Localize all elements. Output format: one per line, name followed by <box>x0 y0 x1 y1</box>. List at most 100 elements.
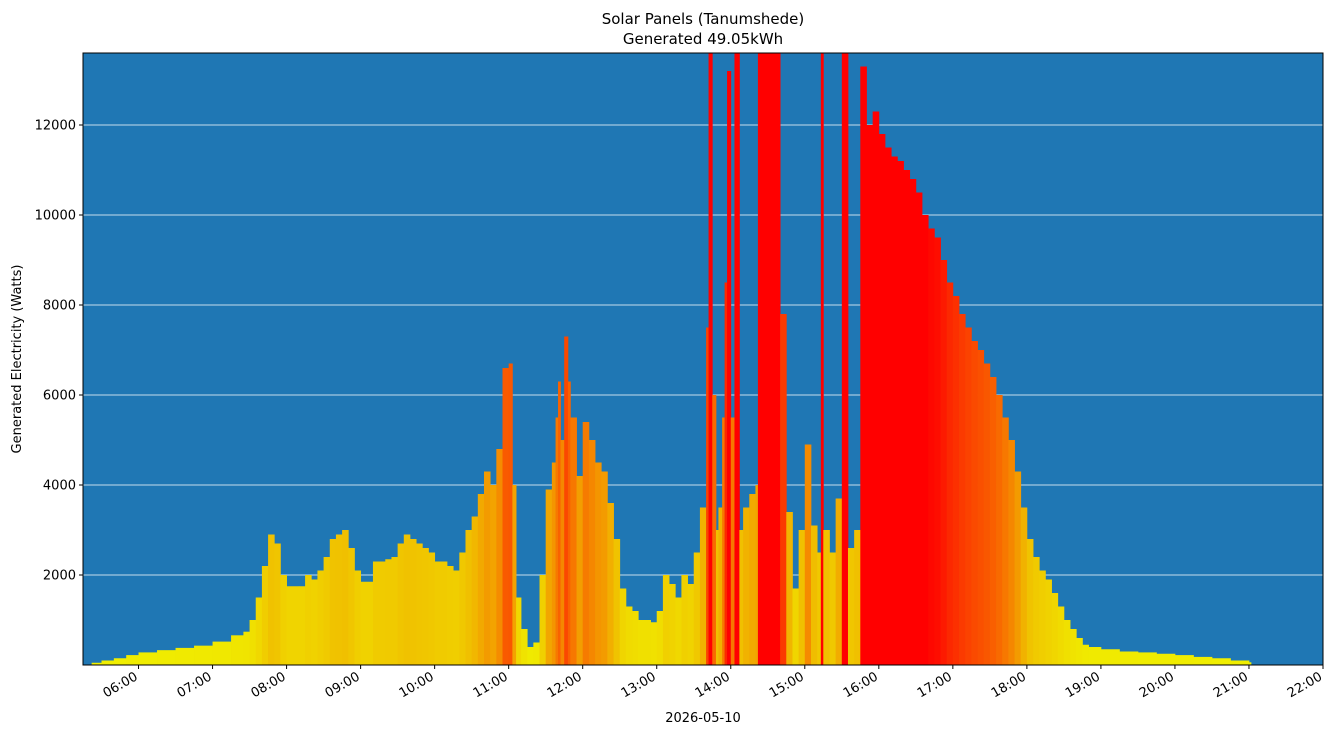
power-bar <box>113 658 127 665</box>
power-bar <box>823 530 830 665</box>
power-bar <box>854 530 861 665</box>
power-bar <box>792 588 800 665</box>
power-bar <box>712 395 717 665</box>
power-bar <box>798 530 806 665</box>
power-bar <box>1076 638 1083 665</box>
grid-lines <box>83 124 1323 576</box>
x-tick-label: 07:00 <box>175 669 215 701</box>
y-axis: 2000 4000 6000 8000 10000 12000 <box>35 119 83 584</box>
power-bar <box>866 125 874 665</box>
x-tick-label: 15:00 <box>767 669 807 701</box>
power-bar <box>512 485 517 665</box>
power-bar <box>983 363 991 665</box>
power-bar <box>884 147 892 665</box>
power-bar <box>743 507 750 665</box>
x-tick-label: 22:00 <box>1285 669 1325 701</box>
power-bar <box>305 575 312 665</box>
power-bar <box>1156 653 1176 665</box>
power-bar <box>946 282 954 665</box>
power-bar <box>715 530 719 665</box>
power-bar <box>157 650 176 665</box>
power-bar <box>1174 655 1194 665</box>
power-bar <box>1051 593 1059 665</box>
power-bar <box>915 192 923 665</box>
power-bar <box>724 282 728 665</box>
power-bar <box>516 597 522 665</box>
power-bar <box>909 179 917 665</box>
power-bar <box>903 170 911 665</box>
power-bar <box>490 485 497 665</box>
power-bar <box>1014 471 1022 665</box>
power-bar <box>595 462 602 665</box>
power-bar <box>786 512 793 665</box>
power-bar <box>656 611 664 665</box>
y-axis-label: Generated Electricity (Watts) <box>10 265 25 454</box>
power-bar <box>922 215 929 665</box>
power-bar <box>734 53 738 665</box>
y-tick-label: 10000 <box>35 209 76 224</box>
power-bar <box>1057 606 1065 665</box>
x-tick-label: 12:00 <box>545 669 585 701</box>
power-bar <box>687 584 695 665</box>
x-tick-label: 16:00 <box>841 669 881 701</box>
power-bar <box>564 336 569 665</box>
power-bar <box>817 552 822 665</box>
x-tick-label: 20:00 <box>1137 669 1177 701</box>
power-bar <box>101 660 115 665</box>
power-bar <box>249 620 257 665</box>
power-bar <box>965 327 972 665</box>
power-bar <box>773 53 781 665</box>
power-bar <box>1082 644 1089 665</box>
power-bar <box>255 597 263 665</box>
power-bar <box>662 575 670 665</box>
power-bar <box>1193 656 1213 665</box>
power-bar <box>934 237 941 665</box>
power-bar <box>323 557 331 665</box>
power-bar <box>625 606 633 665</box>
power-bar <box>409 539 417 665</box>
power-bar <box>730 417 735 665</box>
power-bar <box>545 489 553 665</box>
power-bar <box>897 161 904 665</box>
bar-series <box>91 53 1252 665</box>
plot-frame <box>82 52 1324 666</box>
y-tick-label: 6000 <box>43 389 76 404</box>
power-bar <box>757 53 763 665</box>
power-bar <box>459 552 466 665</box>
power-bar <box>342 530 349 665</box>
x-tick-label: 06:00 <box>101 669 141 701</box>
power-bar <box>1088 647 1102 665</box>
power-bar <box>286 586 300 665</box>
power-bar <box>555 417 559 665</box>
power-bar <box>576 476 584 665</box>
power-bar <box>274 543 281 665</box>
power-bar <box>311 579 318 665</box>
power-bar <box>243 631 250 665</box>
power-bar <box>212 641 232 665</box>
x-axis: 06:00 07:00 08:00 09:00 10:00 11:00 12:00 13:00… <box>101 665 1325 701</box>
power-bar <box>872 111 880 665</box>
power-bar <box>780 314 787 665</box>
power-bar <box>650 622 658 665</box>
power-bar <box>434 561 448 665</box>
power-bar <box>268 534 275 665</box>
power-bar <box>1008 440 1015 665</box>
power-bar <box>391 557 399 665</box>
power-bar <box>496 449 503 665</box>
power-bar <box>1063 620 1071 665</box>
power-bar <box>669 584 676 665</box>
power-bar <box>722 417 725 665</box>
power-bar <box>708 53 713 665</box>
power-bar <box>736 53 740 665</box>
power-bar <box>397 543 405 665</box>
power-bar <box>483 471 491 665</box>
power-bar <box>841 53 846 665</box>
power-bar <box>588 440 596 665</box>
power-bar <box>613 539 621 665</box>
power-bar <box>551 462 556 665</box>
power-bar <box>138 652 158 665</box>
power-bar <box>428 552 436 665</box>
x-tick-label: 13:00 <box>619 669 659 701</box>
x-tick-label: 11:00 <box>471 669 511 701</box>
